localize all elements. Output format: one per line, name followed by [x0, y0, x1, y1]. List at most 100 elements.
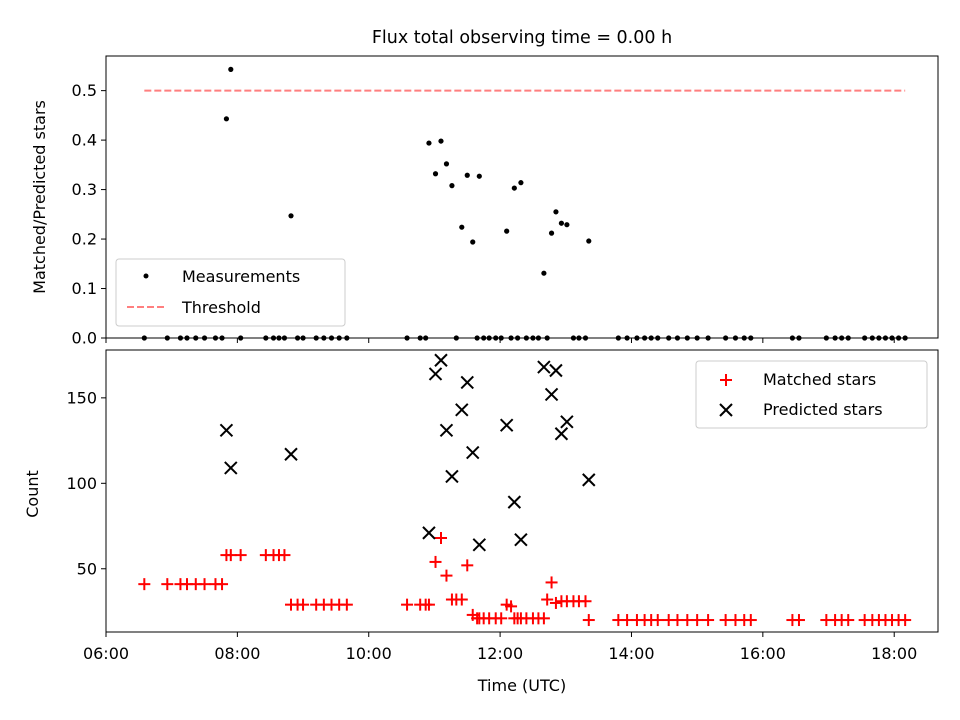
- predicted-star-point: [472, 538, 487, 552]
- measurement-point: [548, 230, 555, 236]
- top-y-axis-label: Matched/Predicted stars: [30, 100, 49, 294]
- top-y-tick-label: 0.3: [72, 180, 97, 199]
- matched-star-point: [744, 614, 757, 627]
- predicted-star-point: [445, 469, 459, 484]
- measurement-point: [541, 270, 547, 276]
- matched-star-point: [505, 600, 518, 613]
- top-legend: Measurements Threshold: [115, 258, 346, 327]
- matched-star-point: [545, 576, 558, 589]
- matched-star-point: [440, 569, 453, 582]
- matched-star-point: [651, 614, 664, 627]
- bottom-x-tick-label: 10:00: [346, 644, 392, 663]
- bottom-x-axis-label: Time (UTC): [477, 676, 566, 695]
- bottom-predicted-series: [219, 353, 596, 552]
- top-y-tick-label: 0.1: [72, 279, 97, 298]
- measurement-point: [443, 161, 450, 167]
- matched-star-point: [422, 598, 435, 611]
- bottom-y-tick-label: 100: [66, 474, 97, 493]
- bottom-legend-box: [695, 360, 928, 429]
- matched-star-point: [899, 614, 912, 627]
- predicted-star-point: [224, 461, 238, 475]
- matched-star-point: [582, 614, 595, 627]
- predicted-star-point: [455, 403, 469, 417]
- matched-star-point: [549, 596, 562, 609]
- predicted-star-point: [537, 360, 551, 374]
- legend-threshold-label: Threshold: [181, 298, 261, 317]
- measurement-point: [459, 224, 465, 230]
- legend-predicted-label: Predicted stars: [763, 400, 883, 419]
- bottom-y-axis-label: Count: [23, 470, 42, 518]
- predicted-star-point: [544, 387, 559, 402]
- measurement-point: [553, 209, 559, 215]
- legend-matched-marker: [720, 374, 732, 386]
- bottom-y-ticks: 50 100 150: [66, 388, 106, 578]
- top-y-ticks: 0.0 0.1 0.2 0.3 0.4 0.5: [72, 81, 106, 348]
- bottom-panel: 50 100 150 06:00 08:00 10:00 12:00 14:00 16:00 1…: [23, 349, 939, 695]
- matched-star-point: [541, 593, 554, 606]
- bottom-x-tick-label: 18:00: [871, 644, 917, 663]
- matched-star-point: [297, 598, 310, 611]
- legend-measurements-label: Measurements: [182, 267, 300, 286]
- matched-star-point: [537, 612, 550, 625]
- measurement-point: [558, 220, 565, 226]
- matched-star-point: [455, 593, 468, 606]
- bottom-x-tick-label: 08:00: [214, 644, 260, 663]
- predicted-star-point: [466, 445, 480, 460]
- top-y-tick-label: 0.4: [72, 131, 97, 150]
- top-panel: Flux total observing time = 0.00 h 0.0 0.…: [30, 28, 939, 348]
- measurement-point: [432, 171, 439, 177]
- predicted-star-point: [284, 447, 298, 461]
- matched-star-point: [278, 549, 291, 562]
- matched-star-point: [702, 614, 715, 627]
- measurement-point: [449, 183, 455, 189]
- predicted-star-point: [439, 423, 454, 438]
- matched-star-point: [434, 532, 447, 544]
- matched-star-point: [401, 598, 414, 611]
- predicted-star-point: [514, 533, 528, 547]
- matched-star-point: [429, 555, 442, 568]
- matched-star-point: [234, 549, 247, 562]
- predicted-star-point: [560, 415, 574, 429]
- bottom-legend: Matched stars Predicted stars: [695, 360, 928, 429]
- measurement-point: [518, 180, 524, 186]
- predicted-star-point: [507, 495, 522, 509]
- measurement-point: [470, 239, 476, 245]
- measurement-point: [438, 138, 444, 144]
- matched-star-point: [792, 614, 805, 627]
- measurement-point: [223, 116, 230, 122]
- measurement-point: [564, 222, 570, 228]
- measurement-point: [426, 140, 432, 146]
- predicted-star-point: [428, 367, 443, 381]
- bottom-plot-frame: [105, 349, 939, 633]
- bottom-x-tick-label: 16:00: [740, 644, 786, 663]
- matched-star-point: [842, 614, 855, 627]
- measurement-point: [511, 185, 517, 191]
- matched-star-point: [495, 612, 508, 625]
- matched-star-point: [691, 614, 704, 627]
- bottom-x-tick-label: 12:00: [477, 644, 523, 663]
- predicted-star-point: [219, 423, 234, 438]
- top-plot-frame: [105, 55, 939, 339]
- top-y-tick-label: 0.0: [72, 329, 97, 348]
- bottom-x-tick-label: 06:00: [83, 644, 129, 663]
- matched-star-point: [461, 559, 474, 572]
- top-y-tick-label: 0.5: [72, 81, 97, 100]
- matched-star-point: [198, 578, 211, 591]
- legend-predicted-marker: [719, 403, 733, 417]
- bottom-y-tick-label: 150: [66, 388, 97, 407]
- measurement-point: [586, 238, 592, 244]
- measurement-point: [464, 172, 470, 178]
- legend-matched-label: Matched stars: [763, 370, 876, 389]
- bottom-y-tick-label: 50: [77, 559, 97, 578]
- bottom-matched-series: [138, 532, 912, 627]
- top-x-ticks: [105, 338, 895, 343]
- measurement-point: [504, 228, 510, 234]
- predicted-star-point: [499, 418, 514, 432]
- top-chart-title: Flux total observing time = 0.00 h: [372, 28, 672, 48]
- predicted-star-point: [549, 363, 563, 378]
- predicted-star-point: [460, 375, 474, 390]
- bottom-x-ticks: 06:00 08:00 10:00 12:00 14:00 16:00 18:00: [83, 632, 917, 663]
- bottom-x-tick-label: 14:00: [608, 644, 654, 663]
